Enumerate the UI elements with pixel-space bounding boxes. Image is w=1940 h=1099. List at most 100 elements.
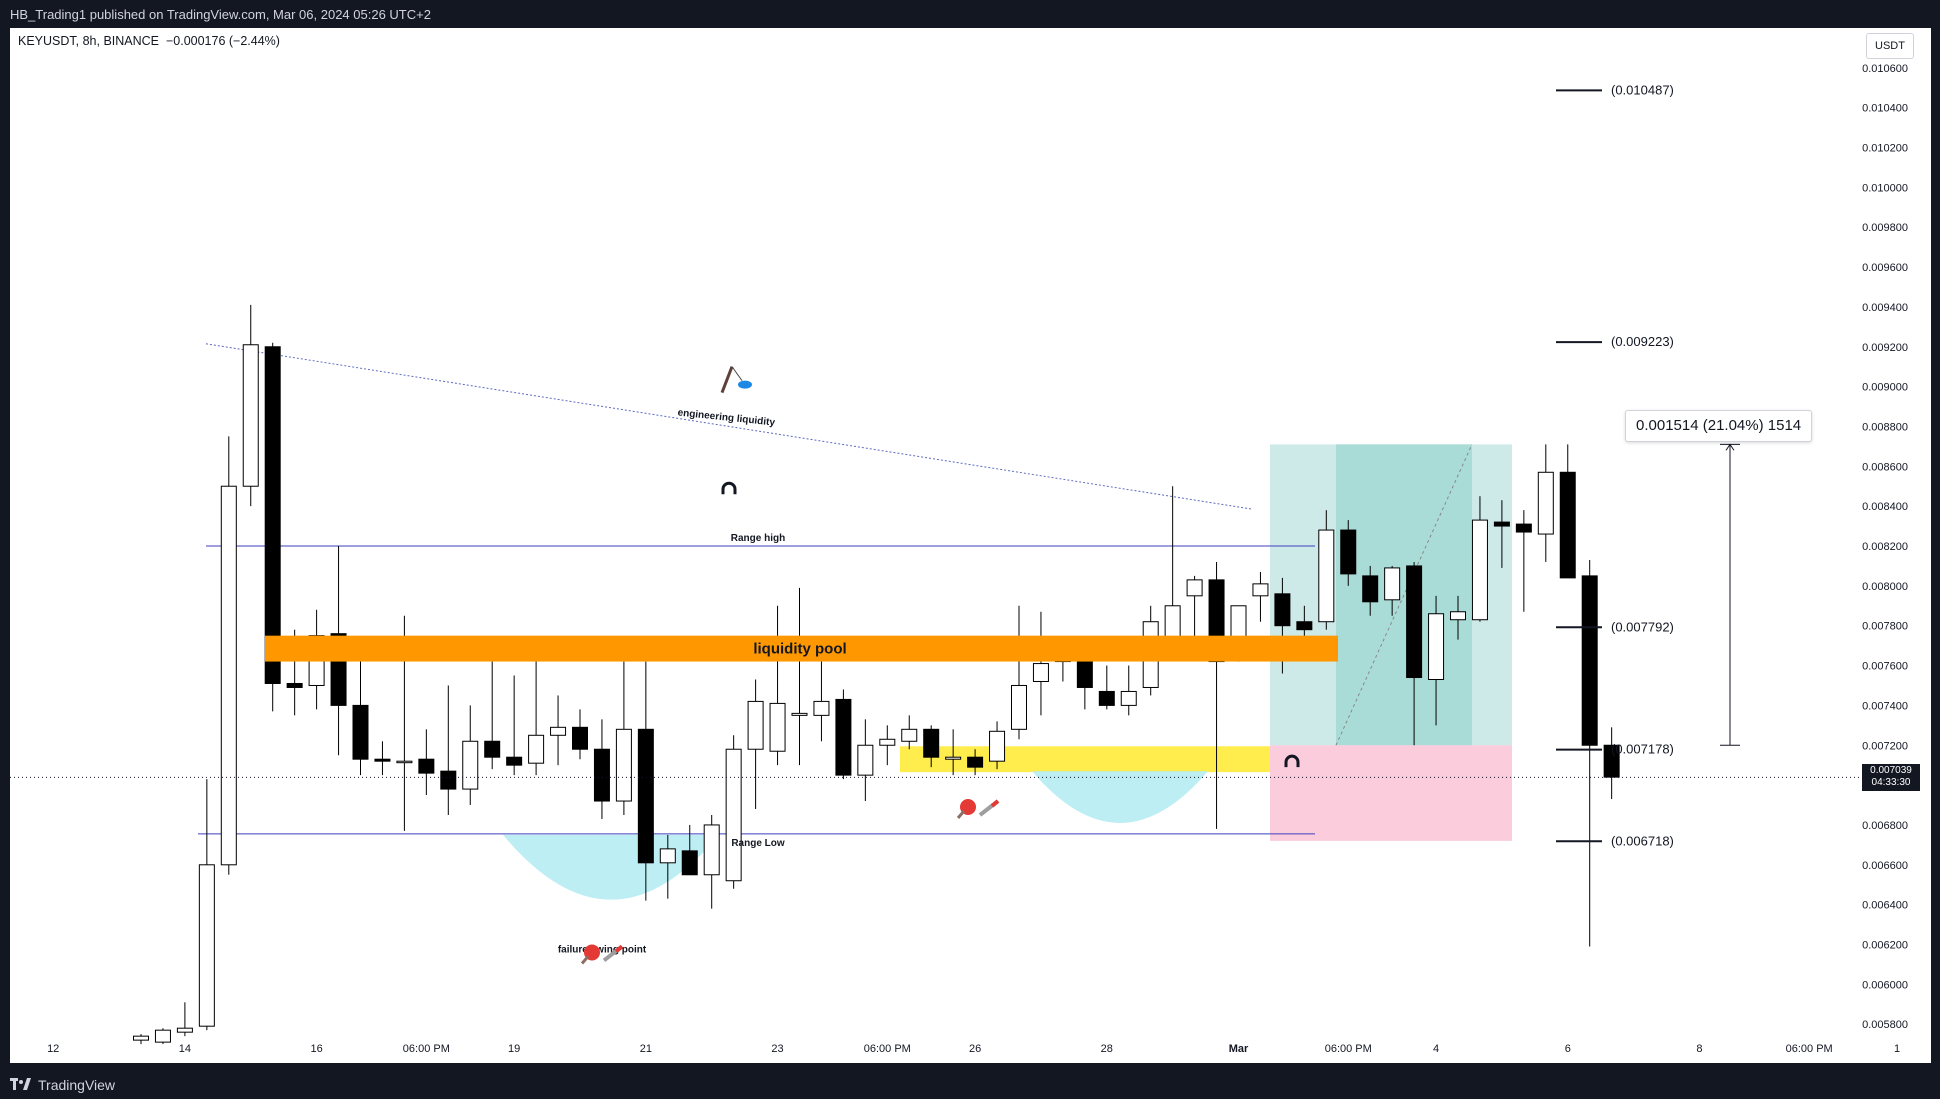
candle-bear	[440, 770, 457, 790]
candle-bear	[1098, 690, 1115, 706]
price-tick-label: 0.008400	[1862, 501, 1908, 513]
candle-bear	[572, 726, 588, 750]
candle-bear	[418, 758, 435, 774]
candle-bull	[945, 756, 962, 760]
price-level-label: (0.006718)	[1611, 833, 1674, 848]
candle-bull	[176, 1027, 193, 1033]
footer-bar: TradingView	[0, 1071, 1940, 1099]
time-tick-label: 06:00 PM	[1325, 1043, 1372, 1055]
candle-bull	[857, 744, 874, 776]
price-level-label: (0.010487)	[1611, 82, 1674, 97]
chart-area[interactable]: 0.010600 0.010400 0.010200 0.010000 0.009800…	[10, 28, 1931, 1063]
candle-bear	[593, 748, 610, 802]
candle-bear	[1076, 657, 1093, 688]
candle-bull	[528, 734, 545, 764]
range-high-label: Range high	[731, 533, 785, 544]
candle-bull	[1032, 663, 1049, 682]
price-tick-label: 0.008200	[1862, 541, 1908, 553]
tradingview-logo-icon	[10, 1078, 31, 1090]
time-tick-label: 06:00 PM	[403, 1043, 450, 1055]
tradingview-logo[interactable]: TradingView	[10, 1077, 115, 1093]
candle-bear	[264, 346, 281, 684]
range-lines	[198, 343, 1473, 835]
candle-bull	[659, 848, 676, 864]
price-tick-label: 0.010400	[1862, 103, 1908, 115]
price-tick-label: 0.006600	[1862, 860, 1908, 872]
candle-bear	[1340, 529, 1357, 575]
candle-bear	[1581, 575, 1598, 746]
fishing-line-icon	[731, 366, 743, 381]
engineering-liquidity-label: engineering liquidity	[677, 407, 776, 428]
fishing-rod-icon	[720, 366, 734, 394]
candle-bull	[1318, 529, 1335, 623]
second-sweep-bowl	[1032, 771, 1208, 823]
candle-bear	[1515, 523, 1532, 533]
candle-bull	[550, 726, 567, 736]
syringe-fluid-icon	[614, 944, 624, 953]
symbol-info: KEYUSDT, 8h, BINANCE	[18, 34, 160, 48]
liquidity-pool-label: liquidity pool	[753, 641, 846, 658]
candle-bear	[352, 704, 369, 760]
failure-swing-label: failure swing point	[558, 945, 647, 956]
brand-name: TradingView	[38, 1077, 116, 1093]
time-tick-label: 12	[47, 1043, 59, 1055]
liquidity-pool-band	[265, 635, 1338, 662]
syringe-fluid-icon	[990, 799, 1000, 808]
time-tick-label: 16	[310, 1043, 322, 1055]
candle-bear	[681, 850, 698, 876]
price-tick-label: 0.010600	[1862, 63, 1908, 75]
candle-bull	[133, 1035, 149, 1041]
candle-bull	[989, 730, 1006, 762]
publisher-bar: HB_Trading1 published on TradingView.com…	[0, 0, 1940, 28]
price-tick-label: 0.007800	[1862, 621, 1908, 633]
candle-bull	[1537, 471, 1554, 535]
price-axis: 0.010600 0.010400 0.010200 0.010000 0.009800…	[1862, 63, 1908, 1031]
candle-bull	[813, 700, 830, 716]
candle-bear	[923, 728, 940, 758]
price-tick-label: 0.006200	[1862, 940, 1908, 952]
time-tick-label: Mar	[1229, 1043, 1249, 1055]
measure-label: 0.001514 (21.04%) 1514	[1625, 410, 1813, 442]
price-levels: (0.010487) (0.009223) (0.007792) (0.007178)…	[1556, 82, 1674, 848]
price-tick-label: 0.007200	[1862, 740, 1908, 752]
candle-bull	[703, 824, 720, 876]
magnet-icon	[1284, 754, 1300, 768]
symbol-legend: KEYUSDT, 8h, BINANCE −0.000176 (−2.44%)	[18, 34, 280, 48]
candle-bear	[374, 758, 391, 762]
paddle-handle-icon	[956, 810, 966, 819]
price-tick-label: 0.006800	[1862, 820, 1908, 832]
time-tick-label: 23	[771, 1043, 783, 1055]
current-price-tag: 0.007039 04:33:30	[1862, 764, 1920, 792]
price-tick-label: 0.006000	[1862, 979, 1908, 991]
price-tick-label: 0.008600	[1862, 461, 1908, 473]
price-level-label: (0.009223)	[1611, 334, 1674, 349]
long-position-stop-zone	[1270, 745, 1512, 841]
measure-arrow-head	[1725, 443, 1735, 451]
currency-unit-button[interactable]: USDT	[1866, 33, 1914, 59]
candle-bear	[484, 740, 501, 758]
time-tick-label: 06:00 PM	[1786, 1043, 1833, 1055]
candle-bull	[1252, 583, 1269, 597]
candle-bear	[506, 756, 523, 766]
candle-bull	[1450, 611, 1466, 621]
time-tick-label: 1	[1894, 1043, 1900, 1055]
price-tick-label: 0.008800	[1862, 421, 1908, 433]
candle-bull	[747, 700, 764, 750]
candle-bull	[396, 760, 413, 764]
candle-bear	[1274, 593, 1291, 627]
price-tick-label: 0.007600	[1862, 661, 1908, 673]
candles-layer	[133, 304, 1620, 1045]
price-tick-label: 0.007400	[1862, 700, 1908, 712]
time-tick-label: 14	[179, 1043, 191, 1055]
candle-bull	[154, 1029, 171, 1043]
time-tick-label: 19	[508, 1043, 520, 1055]
candle-bull	[220, 485, 237, 866]
candle-bull	[462, 740, 479, 790]
current-price-value: 0.007039	[1870, 765, 1912, 777]
price-tick-label: 0.009200	[1862, 342, 1908, 354]
candle-bull	[901, 728, 918, 742]
price-tick-label: 0.009600	[1862, 262, 1908, 274]
candle-bull	[1384, 567, 1401, 601]
position-entry-to-target-line	[1335, 444, 1473, 746]
chart-canvas[interactable]: 0.010600 0.010400 0.010200 0.010000 0.009800…	[10, 28, 1931, 1063]
